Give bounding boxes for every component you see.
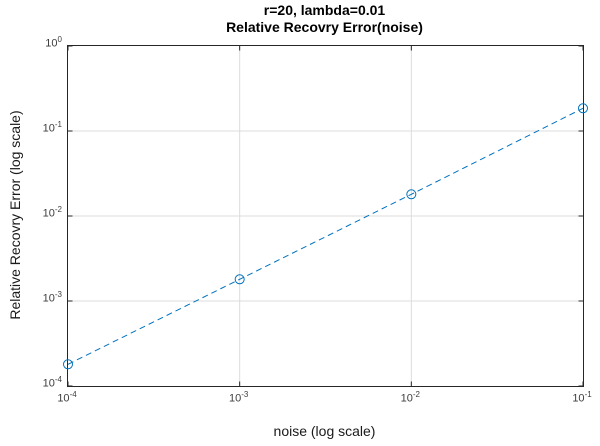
y-tick-label: 10-2 — [42, 205, 62, 220]
x-tick-label: 10-2 — [400, 390, 421, 405]
x-axis-label: noise (log scale) — [273, 423, 376, 439]
y-tick-label: 10-4 — [42, 375, 62, 390]
x-tick-label: 10-4 — [57, 390, 77, 405]
plot-svg — [63, 45, 588, 387]
plot-area — [63, 45, 588, 387]
plot-title-line2: Relative Recovry Error(noise) — [226, 19, 423, 35]
y-tick-label: 10-1 — [42, 120, 62, 135]
y-tick-label: 100 — [45, 35, 62, 50]
x-tick-label: 10-3 — [228, 390, 249, 405]
plot-title-line1: r=20, lambda=0.01 — [263, 2, 386, 18]
y-tick-label: 10-3 — [42, 290, 62, 305]
x-tick-label: 10-1 — [572, 390, 592, 405]
